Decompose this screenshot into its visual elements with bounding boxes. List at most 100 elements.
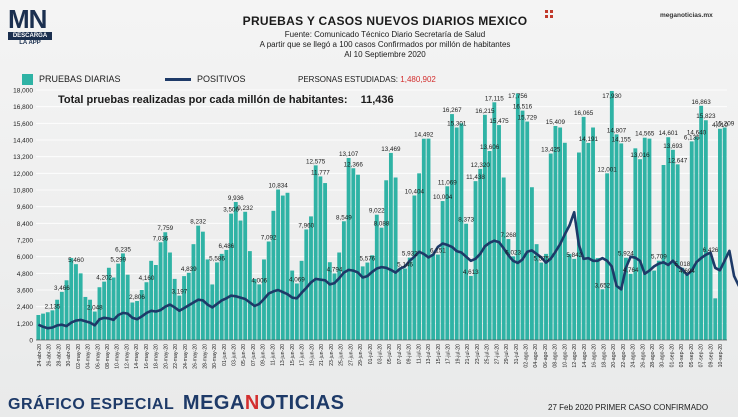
bar-data-label: 2,806 [129, 294, 145, 301]
footer-brand-mega: MEGA [182, 392, 245, 414]
bar-data-label: 13,107 [339, 151, 359, 158]
test-bar [624, 257, 628, 340]
bar-data-label: 12,575 [306, 158, 326, 165]
test-bar [652, 270, 657, 340]
persons-studied-label: PERSONAS ESTUDIADAS: [298, 75, 399, 84]
x-tick-label: 26-may-20 [193, 344, 199, 369]
bar-data-label: 4,010 [712, 122, 728, 129]
bar-data-label: 9,022 [369, 208, 385, 215]
test-bar [135, 301, 139, 340]
test-bar [586, 142, 591, 340]
x-tick-label: 24-abr-20 [37, 344, 43, 367]
meganoticias-logo[interactable]: MN DESCARGA LA APP [8, 4, 52, 46]
bar-data-label: 14,640 [687, 130, 707, 137]
total-tests-label: Total pruebas realizadas por cada millón… [58, 94, 348, 106]
test-bar [407, 257, 412, 340]
bar-data-label: 17,756 [508, 93, 528, 100]
test-bar [544, 253, 548, 340]
x-tick-label: 17-jun-20 [300, 344, 306, 366]
bar-data-label: 17,115 [485, 95, 504, 102]
test-bar [412, 195, 417, 340]
y-tick-label: 15,600 [13, 121, 33, 128]
logo-letters: MN [8, 4, 47, 34]
x-tick-label: 29-jun-20 [358, 344, 364, 366]
test-bar [548, 153, 553, 340]
bar-data-label: 3,197 [171, 289, 187, 296]
bar-data-label: 2,048 [87, 305, 103, 312]
bar-data-label: 6,135 [684, 134, 700, 141]
test-bar [553, 125, 558, 340]
test-bar [106, 267, 111, 340]
test-bar [591, 127, 595, 340]
test-bar [97, 287, 102, 340]
y-tick-label: 10,800 [13, 188, 33, 195]
y-tick-label: 7,200 [17, 238, 34, 245]
test-bar [713, 298, 718, 340]
test-bar [666, 137, 671, 340]
bar-data-label: 14,191 [579, 136, 599, 143]
x-tick-label: 13-jul-20 [426, 344, 432, 364]
test-bar [341, 221, 346, 340]
bar-data-label: 13,016 [630, 152, 650, 159]
x-tick-label: 07-jul-20 [397, 344, 403, 364]
x-tick-label: 28-may-20 [202, 344, 208, 369]
bar-data-label: 14,155 [612, 136, 632, 143]
test-bar [525, 121, 530, 341]
x-tick-label: 16-ago-20 [592, 344, 598, 368]
y-tick-label: 3,600 [17, 288, 34, 295]
bar-data-label: 6,426 [703, 247, 719, 254]
bar-data-label: 5,932 [402, 251, 418, 258]
test-bar [69, 258, 74, 340]
bar-data-label: 9,936 [228, 195, 244, 202]
test-bar [454, 127, 459, 340]
test-bar [642, 137, 647, 340]
test-bar [482, 114, 487, 341]
x-tick-label: 28-abr-20 [56, 344, 62, 367]
bar-data-label: 14,492 [414, 132, 434, 139]
test-bar [243, 211, 248, 340]
bar-data-label: 15,729 [518, 115, 538, 122]
logo-app-label: LA APP [19, 40, 41, 46]
chart-note: A partir que se llegó a 100 casos Confir… [259, 40, 511, 49]
test-bar [374, 214, 379, 340]
bar-data-label: 12,320 [471, 162, 491, 169]
test-bar [229, 213, 234, 340]
test-bar [285, 192, 290, 340]
test-bar [74, 264, 78, 340]
test-bar [247, 251, 252, 340]
bar-data-label: 4,202 [96, 275, 112, 282]
test-bar [600, 289, 605, 340]
test-bar [172, 278, 177, 340]
bar-data-label: 5,146 [397, 262, 413, 269]
bar-data-label: 5,576 [360, 256, 376, 263]
x-tick-label: 20-ago-20 [611, 344, 617, 368]
test-bar [492, 102, 497, 341]
x-tick-label: 15-jun-20 [290, 344, 296, 366]
test-bar [529, 187, 534, 340]
test-bar [426, 138, 431, 340]
x-tick-label: 22-ago-20 [621, 344, 627, 368]
test-bar [398, 267, 403, 340]
test-bar [313, 165, 318, 340]
footer-brand[interactable]: MEGANOTICIAS [183, 392, 345, 414]
legend-line-swatch [165, 78, 191, 82]
test-bar [78, 273, 83, 340]
site-url[interactable]: meganoticias.mx [660, 12, 713, 19]
bar-data-label: 7,960 [298, 222, 314, 229]
bar-data-label: 4,160 [139, 275, 155, 282]
bar-data-label: 6,151 [430, 248, 446, 255]
x-tick-label: 02-ago-20 [524, 344, 530, 368]
test-bar [153, 265, 158, 340]
test-bar [459, 123, 464, 340]
bar-data-label: 14,601 [659, 130, 679, 137]
test-bar [196, 225, 201, 340]
positives-line [37, 210, 738, 330]
test-bar [50, 310, 55, 340]
test-bar [675, 164, 680, 340]
test-bar [431, 253, 436, 340]
bar-data-label: 5,018 [674, 261, 690, 268]
x-tick-label: 02-may-20 [76, 344, 82, 369]
x-tick-label: 04-may-20 [86, 344, 92, 369]
x-tick-label: 10-may-20 [115, 344, 121, 369]
x-tick-label: 19-jun-20 [309, 344, 315, 366]
